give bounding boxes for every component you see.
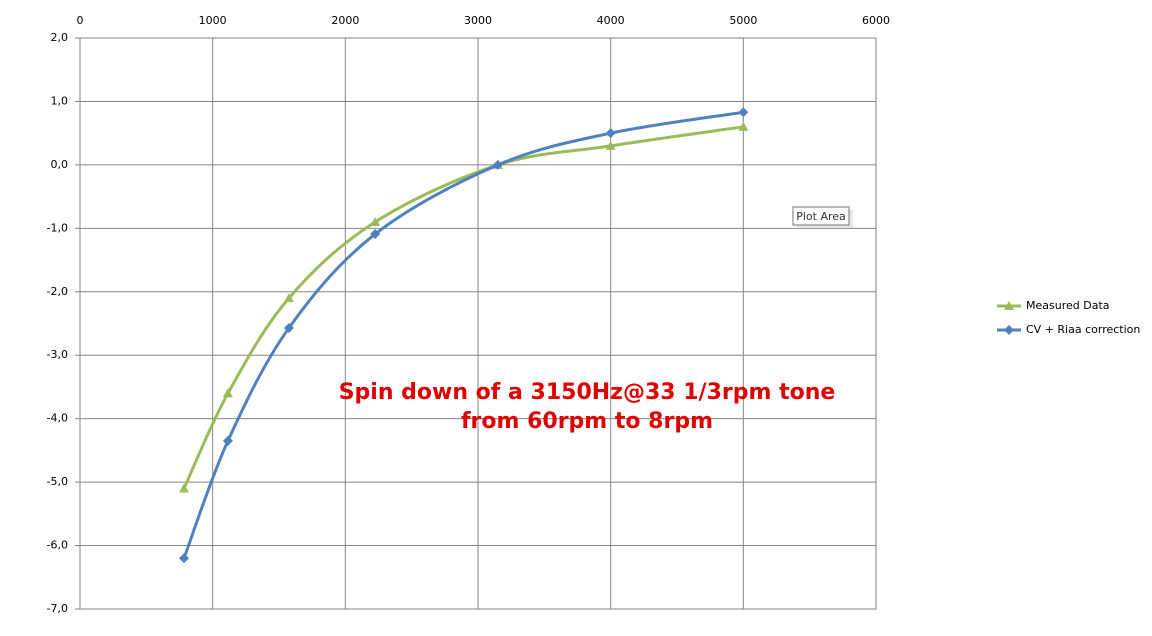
- tooltip: Plot Area: [792, 206, 853, 228]
- marker: [222, 388, 233, 398]
- marker: [222, 435, 233, 446]
- tooltip-text: Plot Area: [796, 210, 846, 223]
- y-tick-label: 0,0: [51, 158, 69, 171]
- legend-label: Measured Data: [1026, 299, 1110, 312]
- marker: [492, 159, 503, 170]
- x-tick-label: 1000: [199, 14, 227, 27]
- y-tick-label: -6,0: [47, 539, 68, 552]
- tooltip-box: [792, 206, 850, 226]
- annotation: Spin down of a 3150Hz@33 1/3rpm tone: [339, 380, 836, 405]
- y-tick-label: -7,0: [47, 602, 68, 615]
- legend-label: CV + Riaa correction: [1026, 323, 1140, 336]
- marker: [738, 121, 749, 131]
- x-tick-label: 2000: [331, 14, 359, 27]
- marker: [283, 322, 294, 333]
- x-tick-label: 0: [77, 14, 84, 27]
- marker: [370, 216, 381, 226]
- marker: [605, 140, 616, 150]
- x-tick-label: 3000: [464, 14, 492, 27]
- y-tick-label: -4,0: [47, 412, 68, 425]
- y-tick-label: 2,0: [51, 31, 69, 44]
- legend-marker: [1004, 301, 1014, 310]
- annotation: from 60rpm to 8rpm: [461, 409, 713, 434]
- marker: [179, 553, 190, 564]
- x-tick-label: 5000: [729, 14, 757, 27]
- marker: [283, 293, 294, 303]
- x-tick-label: 6000: [862, 14, 890, 27]
- y-tick-label: 1,0: [51, 94, 69, 107]
- legend-marker: [1004, 325, 1014, 335]
- y-tick-label: -5,0: [47, 475, 68, 488]
- marker: [605, 128, 616, 139]
- x-tick-label: 4000: [597, 14, 625, 27]
- y-tick-label: -1,0: [47, 221, 68, 234]
- marker: [179, 483, 190, 493]
- marker: [738, 107, 749, 118]
- y-tick-label: -2,0: [47, 285, 68, 298]
- y-tick-label: -3,0: [47, 348, 68, 361]
- marker: [370, 229, 381, 240]
